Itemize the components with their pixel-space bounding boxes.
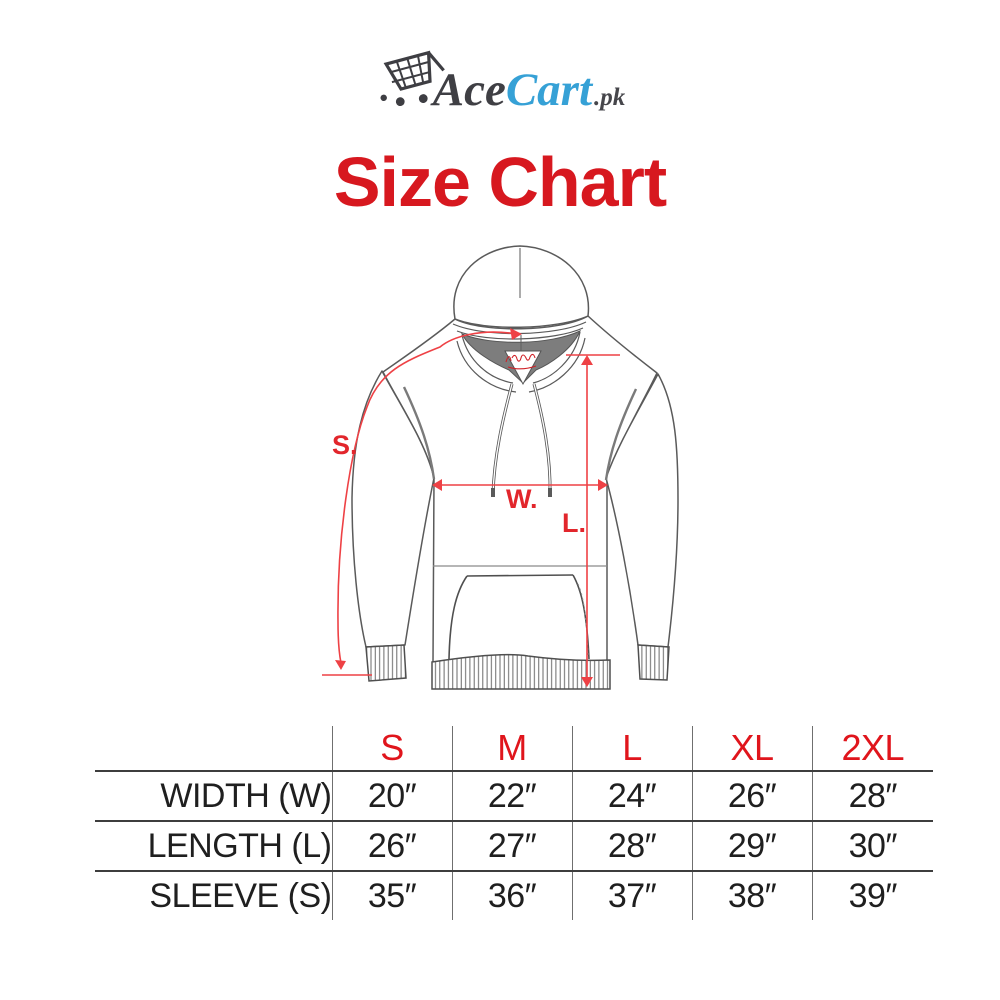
table-row-sleeve: SLEEVE (S) 35″ 36″ 37″ 38″ 39″ (95, 871, 933, 920)
size-column-header: 2XL (812, 726, 933, 772)
ribbed-hem (431, 653, 611, 690)
brand-logo: Ace Cart .pk (0, 46, 1000, 114)
size-value-cell: 26″ (332, 821, 453, 872)
size-value-cell: 28″ (812, 771, 933, 822)
length-measure-label: L. (562, 508, 586, 538)
hood (452, 245, 590, 497)
brand-domain-suffix: .pk (594, 84, 626, 111)
size-table-header-row: S M L XL 2XL (95, 726, 933, 772)
hoodie-body-outline (351, 315, 679, 690)
shopping-cart-icon (380, 50, 445, 107)
kangaroo-pocket (448, 574, 590, 660)
brand-wordmark: Ace Cart .pk (433, 67, 626, 114)
measurement-lines (322, 331, 620, 681)
size-value-cell: 27″ (452, 821, 573, 872)
size-value-cell: 22″ (452, 771, 573, 822)
measurement-arrowheads (335, 328, 608, 687)
left-cuff (365, 644, 407, 682)
size-value-cell: 37″ (572, 871, 693, 920)
table-row-length: LENGTH (L) 26″ 27″ 28″ 29″ 30″ (95, 821, 933, 872)
size-column-header: S (332, 726, 453, 772)
size-value-cell: 28″ (572, 821, 693, 872)
brand-name-secondary: Cart (505, 64, 593, 116)
row-label: WIDTH (W) (95, 771, 333, 822)
size-value-cell: 38″ (692, 871, 813, 920)
size-table: S M L XL 2XL WIDTH (W) 20″ 22″ 24″ 26″ 2… (95, 726, 933, 920)
page-title: Size Chart (333, 143, 667, 221)
hood-brand-script (505, 353, 537, 370)
size-value-cell: 36″ (452, 871, 573, 920)
row-label: SLEEVE (S) (95, 871, 333, 920)
size-column-header: M (452, 726, 573, 772)
table-row-width: WIDTH (W) 20″ 22″ 24″ 26″ 28″ (95, 771, 933, 822)
size-value-cell: 20″ (332, 771, 453, 822)
brand-name-primary: Ace (432, 64, 506, 116)
width-measure-label: W. (506, 484, 538, 514)
hoodie-size-diagram: S. W. L. (322, 245, 679, 690)
size-value-cell: 30″ (812, 821, 933, 872)
size-value-cell: 29″ (692, 821, 813, 872)
sleeve-measure-label: S. (332, 430, 358, 460)
size-column-header: XL (692, 726, 813, 772)
size-table-corner-cell (95, 726, 333, 772)
size-value-cell: 35″ (332, 871, 453, 920)
right-cuff (637, 644, 670, 681)
size-value-cell: 39″ (848, 876, 898, 915)
size-value-cell: 24″ (572, 771, 693, 822)
size-column-header: L (572, 726, 693, 772)
size-value-cell: 26″ (692, 771, 813, 822)
drawstrings (491, 383, 552, 497)
row-label: LENGTH (L) (95, 821, 333, 872)
